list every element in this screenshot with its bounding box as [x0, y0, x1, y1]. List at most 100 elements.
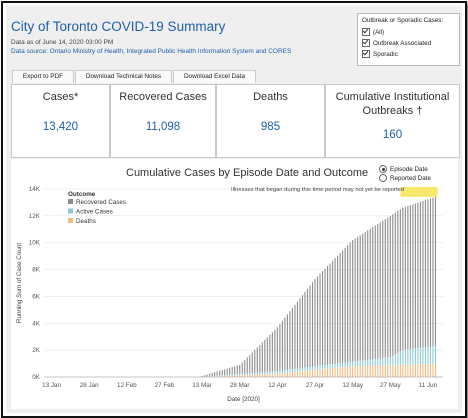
bar-recovered	[236, 365, 238, 375]
radio-label: Episode Date	[390, 165, 428, 173]
download-technical-notes-button[interactable]: Download Technical Notes	[75, 70, 172, 83]
bar-active	[286, 369, 288, 373]
y-tick-label: 0K	[32, 374, 41, 381]
bar-active	[414, 348, 416, 365]
legend-swatch	[68, 208, 73, 214]
bar-recovered	[364, 231, 366, 361]
bar-active	[226, 374, 228, 376]
bar-recovered	[342, 250, 344, 363]
card-value: 11,098	[145, 121, 181, 133]
bar-active	[334, 363, 336, 368]
bar-deaths	[319, 369, 321, 377]
bar-active	[369, 359, 371, 366]
bar-active	[319, 365, 321, 370]
bar-active	[321, 365, 324, 369]
bar-active	[244, 373, 246, 376]
cases-card: Cases* 13,420	[11, 84, 110, 158]
card-label: Cases*	[42, 91, 79, 103]
radio-episode-date[interactable]: Episode Date	[379, 165, 428, 173]
bar-active	[271, 371, 273, 374]
bar-recovered	[369, 228, 371, 360]
bar-active	[219, 375, 221, 377]
bar-deaths	[294, 371, 296, 377]
bar-deaths	[369, 365, 371, 377]
bar-deaths	[309, 370, 311, 377]
bar-recovered	[219, 370, 221, 376]
chart-annotation: Illnesses that began during this time pe…	[231, 187, 404, 193]
bar-deaths	[354, 366, 356, 377]
x-axis-label: Date [2020]	[227, 396, 260, 403]
bar-recovered	[216, 371, 218, 376]
card-value: 985	[260, 121, 281, 133]
checkbox-checked-icon[interactable]	[362, 39, 370, 47]
y-tick-label: 6K	[32, 293, 41, 300]
bar-recovered	[329, 263, 331, 365]
bar-deaths	[224, 375, 226, 377]
bar-recovered	[432, 197, 434, 347]
recent-period-highlight	[400, 187, 438, 197]
bar-recovered	[246, 357, 248, 374]
bar-active	[389, 357, 391, 366]
checkbox-checked-icon[interactable]	[362, 50, 370, 58]
card-value: 13,420	[42, 121, 79, 133]
bar-deaths	[301, 370, 304, 377]
bar-deaths	[327, 368, 329, 377]
bar-deaths	[337, 367, 339, 377]
bar-recovered	[357, 236, 359, 361]
legend-item-label: Active Cases	[76, 209, 113, 216]
bar-deaths	[329, 368, 331, 377]
bar-deaths	[342, 367, 344, 377]
y-tick-label: 8K	[32, 267, 41, 274]
bar-deaths	[314, 369, 316, 377]
bar-active	[409, 349, 411, 365]
bar-active	[229, 374, 231, 376]
bar-deaths	[397, 364, 399, 377]
export-pdf-button[interactable]: Export to PDF	[12, 70, 74, 83]
radio-unselected-icon[interactable]	[379, 174, 387, 182]
bar-deaths	[387, 365, 389, 377]
bar-recovered	[316, 276, 319, 366]
bar-active	[352, 361, 354, 367]
bar-active	[387, 357, 389, 366]
bar-deaths	[414, 364, 416, 377]
download-excel-button[interactable]: Download Excel Data	[173, 70, 256, 83]
bar-active	[256, 372, 258, 375]
bar-recovered	[412, 204, 414, 349]
bar-deaths	[311, 369, 314, 377]
bar-deaths	[407, 364, 409, 377]
bar-recovered	[259, 344, 261, 373]
bar-active	[264, 372, 266, 375]
bar-recovered	[397, 211, 399, 353]
bar-deaths	[412, 364, 414, 377]
radio-selected-icon[interactable]	[379, 165, 387, 173]
bar-deaths	[256, 374, 258, 377]
bar-recovered	[419, 201, 421, 348]
data-source: Data source: Ontario Ministry of Health,…	[11, 48, 292, 55]
filter-option-all[interactable]: (All)	[362, 28, 384, 36]
bar-active	[432, 346, 434, 364]
bar-active	[234, 374, 236, 376]
y-tick-label: 10K	[29, 240, 41, 247]
bar-deaths	[241, 375, 243, 377]
filter-option-sporadic[interactable]: Sporadic	[362, 50, 398, 58]
bar-recovered	[301, 295, 304, 368]
x-tick-label: 27 Feb	[155, 382, 175, 389]
bar-recovered	[374, 225, 376, 359]
bar-deaths	[281, 373, 283, 377]
bar-recovered	[276, 327, 278, 372]
bar-active	[357, 360, 359, 367]
bar-recovered	[424, 200, 426, 348]
bar-deaths	[334, 367, 336, 377]
bar-active	[422, 347, 424, 365]
bar-recovered	[404, 206, 406, 350]
filter-option-outbreak[interactable]: Outbreak Associated	[362, 39, 431, 47]
radio-reported-date[interactable]: Reported Date	[379, 174, 431, 182]
bar-recovered	[226, 368, 228, 375]
bar-deaths	[299, 371, 301, 377]
bar-recovered	[279, 324, 281, 371]
checkbox-checked-icon[interactable]	[362, 28, 370, 36]
bar-active	[254, 372, 256, 375]
bar-active	[364, 360, 366, 366]
bar-deaths	[254, 374, 256, 377]
